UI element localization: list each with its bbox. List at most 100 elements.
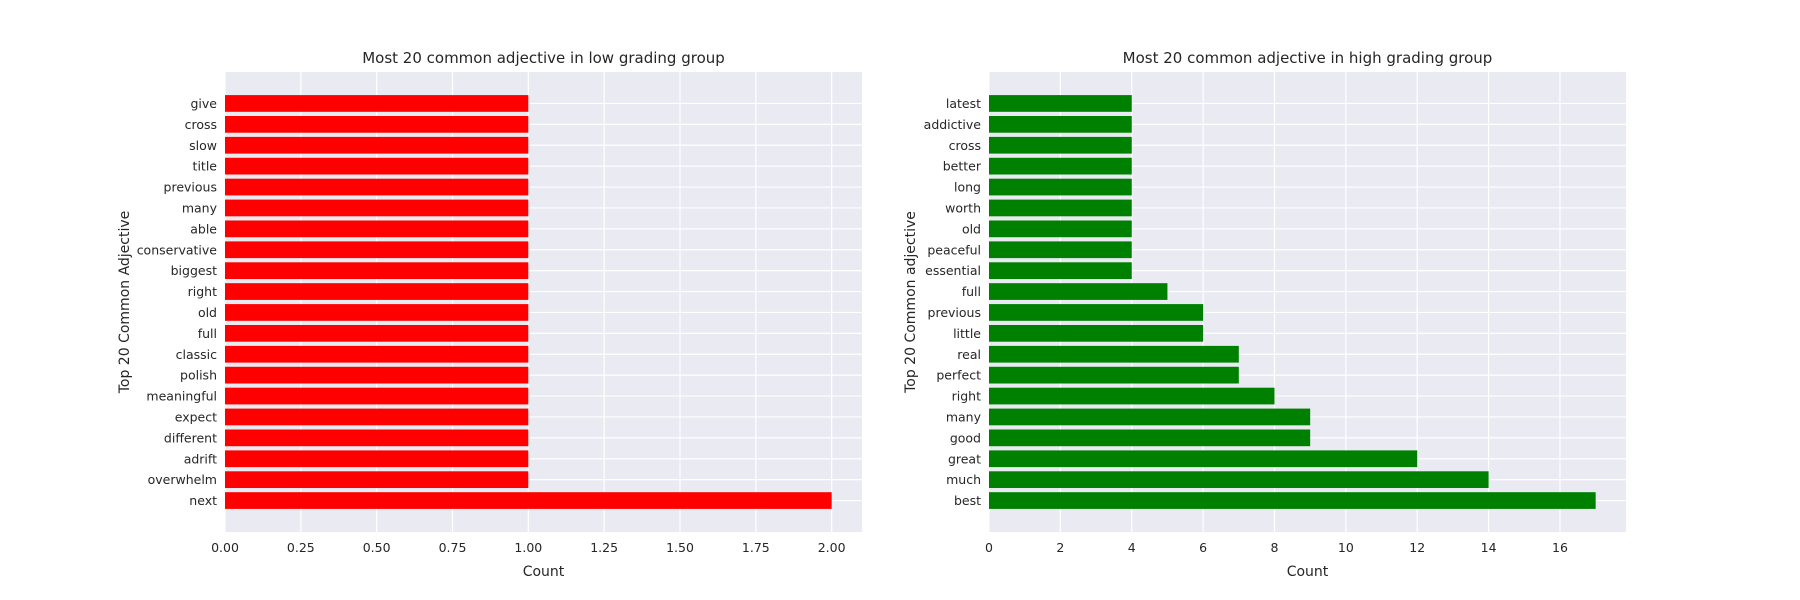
low-x-tick-label: 1.25: [590, 540, 618, 555]
low-x-tick-label: 1.00: [514, 540, 542, 555]
low-y-tick-label: slow: [189, 138, 217, 153]
low-y-tick-label: different: [164, 430, 217, 445]
low-chart-title: Most 20 common adjective in low grading …: [362, 49, 725, 67]
low-y-tick-label: cross: [185, 117, 217, 132]
high-bar-old: [989, 220, 1132, 238]
low-x-axis-label: Count: [523, 564, 565, 580]
high-x-tick-label: 0: [985, 540, 993, 555]
low-x-tick-labels: 0.00 0.25 0.50 0.75 1.00 1.25 1.50 1.75 2.00: [211, 540, 846, 555]
high-bar-much: [989, 471, 1489, 489]
low-y-tick-label: conservative: [137, 242, 218, 257]
high-x-tick-label: 6: [1199, 540, 1207, 555]
high-y-tick-label: cross: [949, 138, 981, 153]
high-bar-right: [989, 387, 1275, 405]
high-x-tick-label: 4: [1128, 540, 1136, 555]
low-y-tick-label: title: [193, 159, 218, 174]
high-x-axis-label: Count: [1287, 564, 1329, 580]
high-bar-cross: [989, 136, 1132, 154]
low-x-tick-label: 1.75: [742, 540, 770, 555]
low-y-tick-label: many: [182, 200, 218, 215]
high-bar-great: [989, 450, 1418, 468]
high-x-tick-label: 14: [1481, 540, 1497, 555]
high-y-tick-label: little: [953, 326, 981, 341]
high-x-tick-labels: 0 2 4 6 8 10 12 14 16: [985, 540, 1568, 555]
low-bar-conservative: [225, 241, 529, 259]
high-bar-many: [989, 408, 1311, 426]
high-bar-good: [989, 429, 1311, 447]
high-bar-latest: [989, 95, 1132, 112]
low-x-tick-label: 2.00: [818, 540, 846, 555]
low-y-axis-label: Top 20 Common Adjective: [117, 211, 133, 395]
high-y-tick-label: full: [962, 284, 981, 299]
low-x-tick-label: 0.25: [287, 540, 315, 555]
low-bar-biggest: [225, 262, 529, 280]
high-y-tick-label: previous: [928, 305, 981, 320]
high-y-tick-labels: best much great good many right perfect real lit…: [924, 96, 982, 508]
high-bar-best: [989, 492, 1596, 509]
low-y-tick-label: previous: [164, 180, 217, 195]
low-y-tick-label: old: [198, 305, 217, 320]
low-y-tick-label: classic: [176, 347, 218, 362]
high-x-tick-label: 2: [1056, 540, 1064, 555]
high-x-tick-label: 16: [1552, 540, 1568, 555]
high-bar-worth: [989, 199, 1132, 217]
low-bar-give: [225, 95, 529, 112]
low-bar-able: [225, 220, 529, 238]
high-y-tick-label: many: [946, 409, 982, 424]
low-x-tick-label: 0.75: [439, 540, 467, 555]
low-bar-right: [225, 283, 529, 300]
high-y-tick-label: latest: [946, 96, 981, 111]
high-chart-title: Most 20 common adjective in high grading…: [1123, 49, 1493, 67]
low-y-tick-label: next: [189, 493, 217, 508]
high-y-tick-label: great: [948, 451, 981, 466]
low-bar-different: [225, 429, 529, 447]
low-bar-cross: [225, 115, 529, 133]
low-y-tick-label: adrift: [184, 451, 217, 466]
low-y-tick-label: right: [188, 284, 217, 299]
high-y-tick-label: much: [946, 472, 981, 487]
high-y-tick-label: real: [957, 347, 981, 362]
high-y-axis-label: Top 20 Common adjective: [903, 211, 919, 394]
low-y-tick-label: overwhelm: [148, 472, 217, 487]
high-bar-better: [989, 157, 1132, 175]
high-bar-little: [989, 324, 1204, 342]
high-y-tick-label: right: [952, 389, 981, 404]
high-y-tick-label: addictive: [924, 117, 982, 132]
high-y-tick-label: long: [954, 180, 981, 195]
low-y-tick-label: give: [191, 96, 218, 111]
low-bar-many: [225, 199, 529, 217]
high-y-tick-label: peaceful: [927, 242, 981, 257]
high-x-tick-label: 8: [1271, 540, 1279, 555]
low-grading-chart: next overwhelm adrift different expect meanin…: [117, 49, 862, 580]
low-y-tick-label: polish: [180, 368, 217, 383]
low-bar-old: [225, 304, 529, 321]
low-y-tick-label: able: [190, 221, 217, 236]
low-bar-meaningful: [225, 387, 529, 405]
low-y-tick-label: full: [198, 326, 217, 341]
low-x-tick-label: 0.00: [211, 540, 239, 555]
high-y-tick-label: essential: [925, 263, 981, 278]
high-y-tick-label: perfect: [936, 368, 981, 383]
low-bar-expect: [225, 408, 529, 426]
high-y-tick-label: best: [954, 493, 981, 508]
low-bar-previous: [225, 178, 529, 196]
high-y-tick-label: old: [962, 221, 981, 236]
high-grading-chart: best much great good many right perfect real lit…: [903, 49, 1626, 580]
high-bar-addictive: [989, 115, 1132, 133]
high-y-tick-label: good: [950, 430, 981, 445]
low-y-tick-label: expect: [175, 409, 217, 424]
low-bar-overwhelm: [225, 471, 529, 489]
low-y-tick-label: biggest: [171, 263, 217, 278]
low-bar-classic: [225, 345, 529, 363]
low-x-tick-label: 1.50: [666, 540, 694, 555]
high-bars: [989, 95, 1596, 509]
low-y-tick-label: meaningful: [146, 389, 217, 404]
low-bars: [225, 95, 832, 509]
low-bar-full: [225, 324, 529, 342]
high-bar-previous: [989, 304, 1204, 321]
high-y-tick-label: better: [943, 159, 982, 174]
low-bar-next: [225, 492, 832, 509]
low-bar-adrift: [225, 450, 529, 468]
high-bar-perfect: [989, 366, 1239, 384]
